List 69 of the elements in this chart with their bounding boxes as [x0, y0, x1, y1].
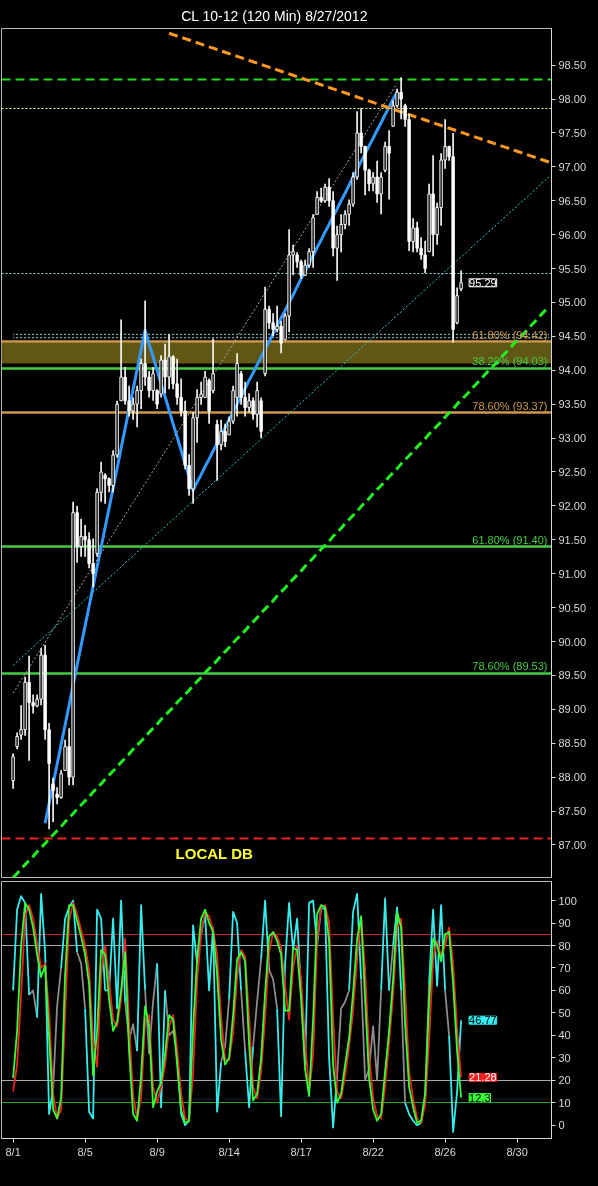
y-tick-label: 30: [558, 1051, 571, 1064]
annotation: LOCAL DB: [175, 845, 253, 863]
y-tick-label: 60: [558, 984, 571, 997]
y-tick-label: 100: [558, 894, 577, 907]
y-tick-label: 90.00: [558, 635, 587, 648]
x-tick-label: 8/9: [149, 1145, 165, 1158]
y-tick-label: 92.50: [558, 465, 587, 478]
data-label: 12.3: [469, 1091, 491, 1104]
y-tick-label: 87.00: [558, 838, 587, 851]
y-tick-label: 50: [558, 1006, 571, 1019]
y-tick-label: 80: [558, 939, 571, 952]
y-tick-label: 91.50: [558, 533, 587, 546]
ref-line-label: 78.60% (93.37): [472, 399, 548, 412]
y-tick-label: 90: [558, 917, 571, 930]
chart-title: CL 10-12 (120 Min) 8/27/2012: [181, 7, 368, 24]
ref-line-label: 78.60% (89.53): [472, 660, 548, 673]
x-tick-label: 8/22: [362, 1145, 384, 1158]
candlestick: [103, 472, 107, 505]
x-tick-label: 8/26: [434, 1145, 456, 1158]
data-label: 21.28: [469, 1071, 497, 1084]
x-tick-label: 8/30: [506, 1145, 528, 1158]
y-tick-label: 98.50: [558, 59, 587, 72]
x-tick-label: 8/14: [218, 1145, 240, 1158]
y-tick-label: 98.00: [558, 93, 587, 106]
candlestick: [11, 752, 15, 790]
y-tick-label: 97.50: [558, 126, 587, 139]
x-tick-label: 8/17: [290, 1145, 312, 1158]
candlestick: [167, 333, 171, 391]
y-tick-label: 92.00: [558, 499, 587, 512]
x-tick-label: 8/5: [77, 1145, 93, 1158]
candlestick: [375, 159, 379, 204]
candlestick: [323, 182, 327, 204]
y-tick-label: 89.00: [558, 703, 587, 716]
y-tick-label: 40: [558, 1029, 571, 1042]
y-tick-label: 88.50: [558, 737, 587, 750]
candlestick: [219, 418, 223, 452]
y-tick-label: 20: [558, 1074, 571, 1087]
y-tick-label: 88.00: [558, 771, 587, 784]
candlestick: [399, 76, 403, 121]
candlestick: [215, 418, 219, 482]
y-tick-label: 10: [558, 1096, 571, 1109]
y-tick-label: 90.50: [558, 601, 587, 614]
candlestick: [247, 392, 251, 414]
candlestick: [379, 171, 383, 216]
y-tick-label: 87.50: [558, 805, 587, 818]
y-tick-label: 96.50: [558, 194, 587, 207]
y-tick-label: 96.00: [558, 228, 587, 241]
y-tick-label: 95.50: [558, 262, 587, 275]
y-tick-label: 93.00: [558, 432, 587, 445]
candlestick: [27, 654, 31, 762]
ref-line-label: 61.80% (91.40): [472, 533, 548, 546]
candlestick: [387, 129, 391, 201]
y-tick-label: 0: [558, 1119, 565, 1132]
y-tick-label: 89.50: [558, 669, 587, 682]
candlestick: [119, 318, 123, 402]
y-tick-label: 97.00: [558, 160, 587, 173]
y-tick-label: 70: [558, 961, 571, 974]
y-tick-label: 94.50: [558, 330, 587, 343]
candlestick: [223, 423, 227, 448]
line-series: [167, 31, 551, 164]
x-tick-label: 8/1: [5, 1145, 21, 1158]
y-tick-label: 93.50: [558, 398, 587, 411]
candlestick: [371, 171, 375, 193]
y-tick-label: 94.00: [558, 364, 587, 377]
candlestick: [163, 343, 167, 395]
line-series: [12, 82, 398, 694]
y-tick-label: 91.00: [558, 567, 587, 580]
y-tick-label: 95.00: [558, 296, 587, 309]
data-label: 46.77: [469, 1014, 497, 1027]
